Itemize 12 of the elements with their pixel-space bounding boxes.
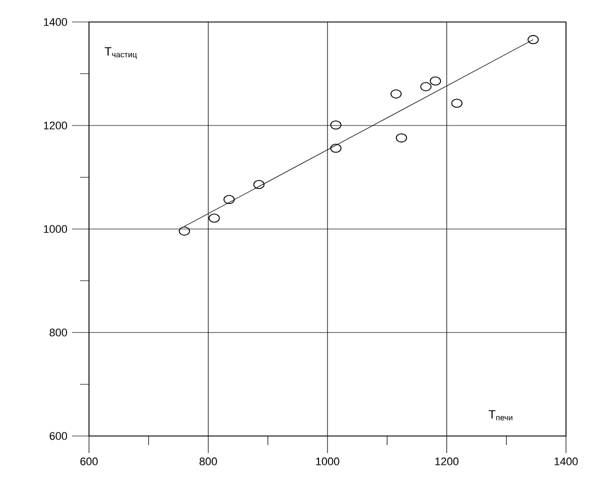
x-tick-label: 1400 <box>554 458 578 466</box>
y-tick-label: 800 <box>50 328 68 336</box>
x-tick-label: 600 <box>80 458 98 466</box>
y-tick-label: 1200 <box>44 122 68 130</box>
y-tick-label: 1400 <box>44 18 68 26</box>
x-tick-label: 1200 <box>435 458 458 466</box>
x-tick-label: 1000 <box>316 458 340 466</box>
y-axis-title: T$_{частиц}$ <box>104 47 137 59</box>
y-tick-label: 600 <box>50 432 68 440</box>
x-tick-label: 800 <box>200 458 217 466</box>
y-tick-label: 1000 <box>44 225 68 233</box>
x-axis-title: T$_{печи}$ <box>488 410 512 420</box>
